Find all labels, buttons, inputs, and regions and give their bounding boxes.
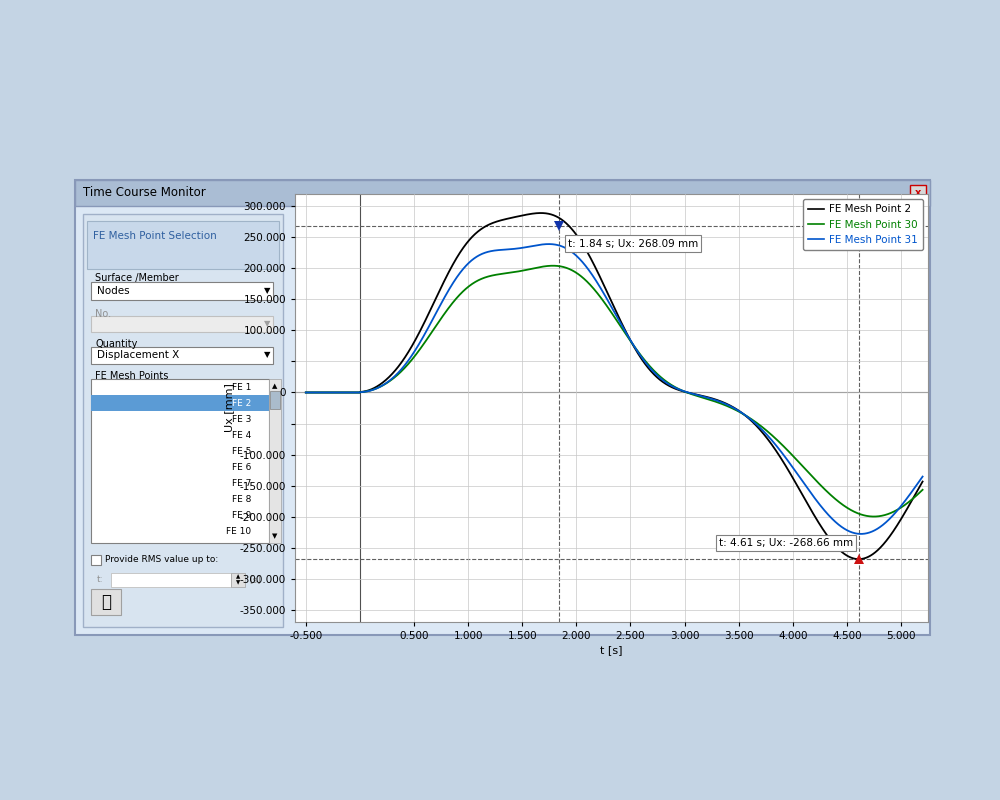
Text: Time Course Monitor: Time Course Monitor — [83, 186, 206, 199]
Bar — [91, 316, 273, 332]
Bar — [75, 180, 930, 635]
Text: Provide RMS value up to:: Provide RMS value up to: — [105, 555, 218, 565]
Legend: FE Mesh Point 2, FE Mesh Point 30, FE Mesh Point 31: FE Mesh Point 2, FE Mesh Point 30, FE Me… — [803, 199, 923, 250]
Bar — [87, 221, 279, 269]
Text: FE 10: FE 10 — [226, 526, 251, 535]
Text: ▼: ▼ — [264, 319, 270, 329]
Text: Quantity: Quantity — [95, 339, 137, 349]
Bar — [269, 379, 281, 543]
Bar — [111, 573, 231, 587]
Text: FE 3: FE 3 — [232, 414, 251, 423]
Bar — [75, 180, 930, 206]
Y-axis label: Ux [mm]: Ux [mm] — [224, 383, 234, 433]
Text: FE Mesh Point Selection: FE Mesh Point Selection — [93, 231, 217, 241]
Text: Surface /Member: Surface /Member — [95, 273, 179, 283]
Text: FE Mesh Points: FE Mesh Points — [95, 371, 168, 381]
Bar — [91, 555, 101, 565]
Text: t:: t: — [97, 575, 104, 585]
Text: ▲: ▲ — [272, 383, 278, 389]
Bar — [910, 185, 926, 201]
Bar — [91, 347, 273, 364]
Text: Displacement X: Displacement X — [97, 350, 179, 360]
Text: FE 7: FE 7 — [232, 478, 251, 487]
Text: FE 4: FE 4 — [232, 430, 251, 439]
Bar — [83, 214, 283, 627]
Text: FE 5: FE 5 — [232, 446, 251, 455]
Text: ▼: ▼ — [264, 286, 270, 295]
Bar — [91, 395, 269, 411]
Text: Nodes: Nodes — [97, 286, 130, 296]
Bar — [91, 379, 269, 543]
Text: ▼: ▼ — [264, 350, 270, 359]
Text: ▲: ▲ — [236, 574, 240, 579]
Bar — [91, 589, 121, 615]
Text: FE 1: FE 1 — [232, 382, 251, 391]
Text: ▼: ▼ — [236, 581, 240, 586]
Text: FE 9: FE 9 — [232, 510, 251, 519]
Text: x: x — [915, 188, 921, 198]
Bar — [91, 282, 273, 300]
Text: FE 2: FE 2 — [232, 398, 251, 407]
Text: FE 8: FE 8 — [232, 494, 251, 503]
Text: FE 6: FE 6 — [232, 462, 251, 471]
Text: ⎙: ⎙ — [101, 593, 111, 611]
Bar — [270, 391, 280, 409]
Text: t: 1.84 s; Ux: 268.09 mm: t: 1.84 s; Ux: 268.09 mm — [568, 238, 698, 249]
Text: t: 4.61 s; Ux: -268.66 mm: t: 4.61 s; Ux: -268.66 mm — [719, 538, 853, 548]
Bar — [231, 573, 245, 587]
X-axis label: t [s]: t [s] — [600, 645, 623, 655]
Text: No.: No. — [95, 309, 111, 319]
Text: ▼: ▼ — [272, 533, 278, 539]
Text: [s]: [s] — [249, 575, 261, 585]
